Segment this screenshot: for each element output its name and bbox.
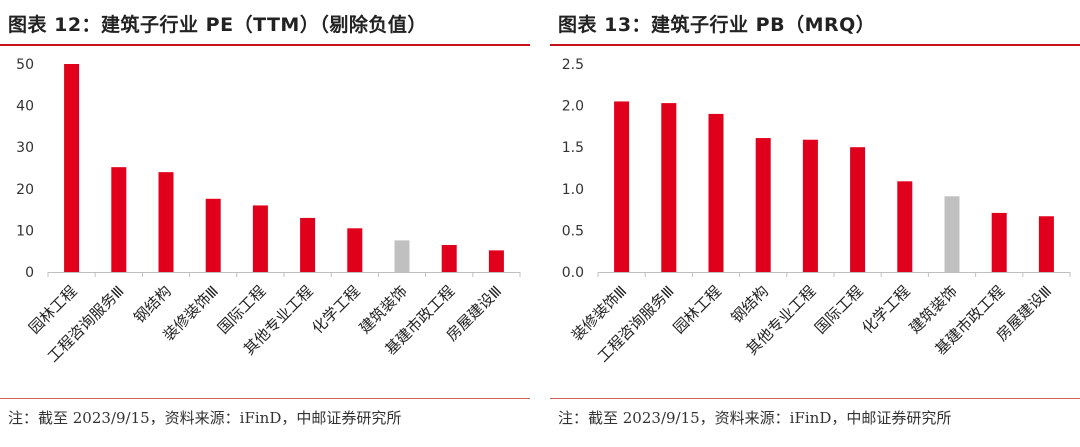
y-tick-label: 40 (16, 99, 34, 115)
pb-source-note: 注：截至 2023/9/15，资料来源：iFinD，中邮证券研究所 (558, 409, 952, 427)
y-tick-label: 0.0 (562, 265, 584, 281)
category-label: 化学工程 (858, 282, 913, 337)
y-tick-label: 20 (16, 182, 34, 198)
bar-pb (1038, 216, 1054, 272)
pe-source-note: 注：截至 2023/9/15，资料来源：iFinD，中邮证券研究所 (8, 409, 402, 427)
category-label: 国际工程 (811, 282, 866, 337)
category-label: 化学工程 (308, 282, 363, 337)
y-tick-label: 10 (16, 223, 34, 239)
category-label: 钢结构 (727, 282, 772, 327)
bar-pb (755, 138, 771, 272)
y-tick-label: 30 (16, 140, 34, 156)
pb-title-rule (550, 44, 1080, 46)
category-label: 园林工程 (670, 282, 725, 337)
bar-pe (111, 167, 127, 272)
bar-pe (205, 198, 221, 272)
pe-chart-title: 图表 12：建筑子行业 PE（TTM）（剔除负值） (8, 14, 427, 36)
bar-pb (850, 147, 866, 272)
bar-pe (394, 240, 410, 272)
y-tick-label: 2.5 (562, 57, 584, 73)
bar-pe (441, 244, 457, 272)
bar-pb (897, 181, 913, 272)
y-tick-label: 1.5 (562, 140, 584, 156)
bar-pb (661, 103, 677, 272)
bar-pb (802, 139, 818, 272)
bar-pe (347, 228, 363, 272)
y-tick-label: 0.5 (562, 223, 584, 239)
y-tick-label: 0 (25, 265, 34, 281)
y-tick-label: 1.0 (562, 182, 584, 198)
bar-pb (614, 101, 630, 272)
bar-pe (252, 205, 268, 272)
bar-pb (944, 196, 960, 272)
pe-title-rule (0, 44, 530, 46)
pb-chart-panel: 图表 13：建筑子行业 PB（MRQ） 0.0 0.5 1.0 1.5 2.0 2.5 装修… (550, 0, 1080, 447)
category-label: 钢结构 (130, 282, 175, 327)
bar-pe (300, 217, 316, 272)
y-tick-label: 50 (16, 57, 34, 73)
pb-bottom-rule (550, 398, 1080, 399)
pe-bottom-rule (0, 398, 530, 399)
bar-pb (708, 113, 724, 272)
bar-pb (991, 212, 1007, 272)
bar-pe (64, 64, 80, 272)
y-tick-label: 2.0 (562, 99, 584, 115)
pb-chart-title: 图表 13：建筑子行业 PB（MRQ） (558, 14, 876, 36)
pe-chart-panel: 图表 12：建筑子行业 PE（TTM）（剔除负值） 0 10 20 30 40 50 园林工… (0, 0, 530, 447)
bar-pe (488, 250, 504, 272)
bar-pe (158, 172, 174, 272)
